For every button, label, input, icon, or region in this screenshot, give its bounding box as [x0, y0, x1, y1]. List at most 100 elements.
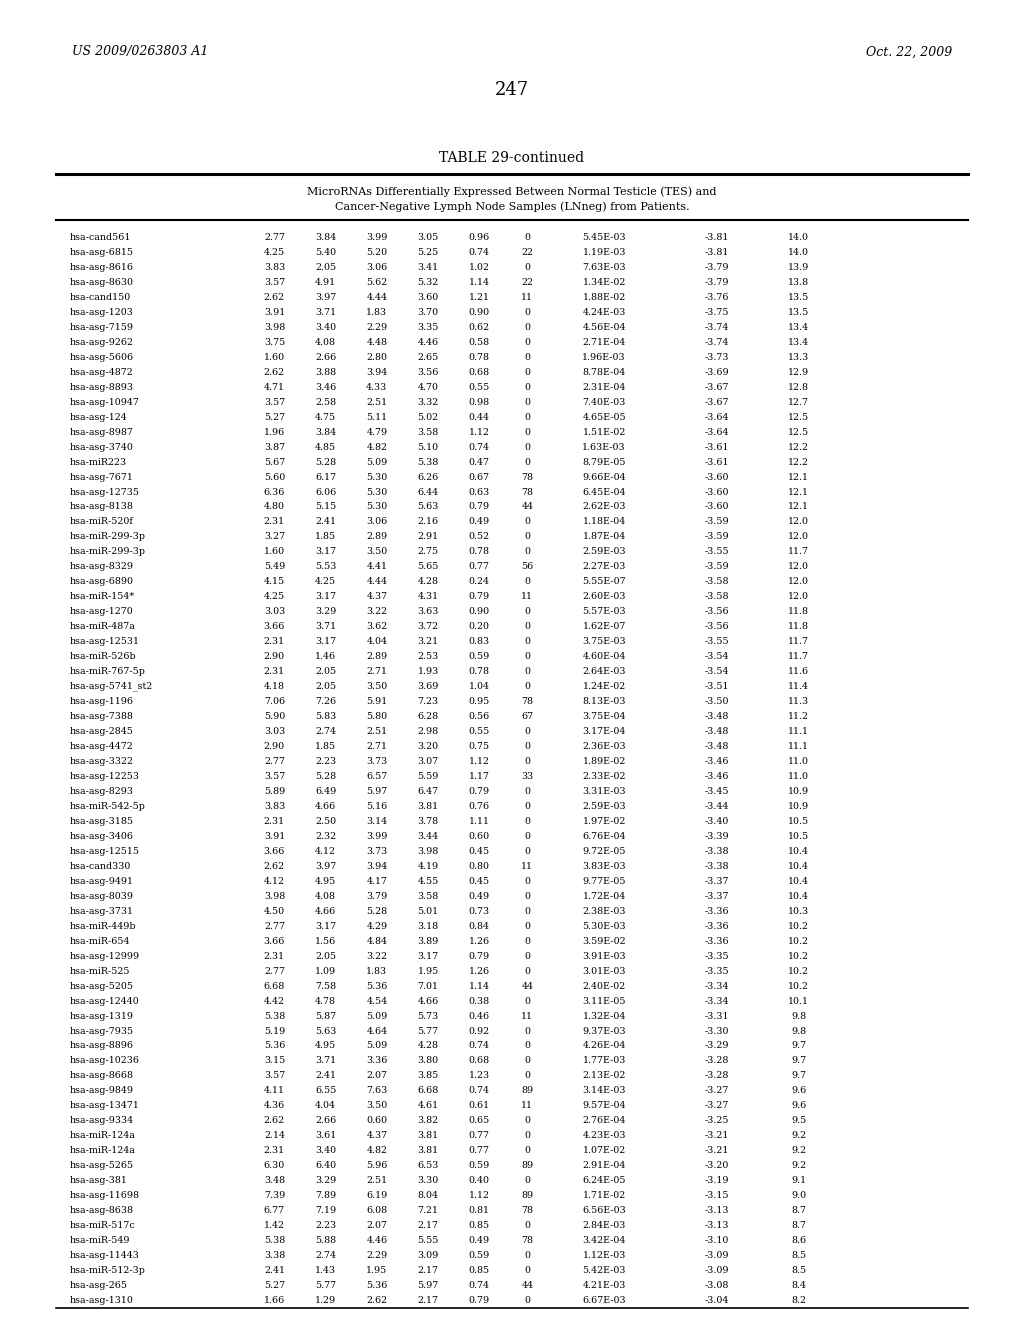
Text: 0.79: 0.79: [469, 503, 489, 511]
Text: 3.98: 3.98: [264, 892, 285, 900]
Text: 8.13E-03: 8.13E-03: [583, 697, 626, 706]
Text: 0: 0: [524, 397, 530, 407]
Text: -3.48: -3.48: [705, 727, 729, 737]
Text: 4.44: 4.44: [367, 577, 387, 586]
Text: hsa-asg-1196: hsa-asg-1196: [70, 697, 133, 706]
Text: 5.63: 5.63: [315, 1027, 336, 1035]
Text: 4.46: 4.46: [367, 1236, 387, 1245]
Text: 2.58: 2.58: [315, 397, 336, 407]
Text: 0: 0: [524, 532, 530, 541]
Text: 1.88E-02: 1.88E-02: [583, 293, 626, 302]
Text: 0.68: 0.68: [469, 368, 489, 376]
Text: 2.71E-04: 2.71E-04: [583, 338, 626, 347]
Text: 4.11: 4.11: [264, 1086, 285, 1096]
Text: 13.3: 13.3: [788, 352, 809, 362]
Text: 3.22: 3.22: [367, 607, 387, 616]
Text: hsa-asg-11698: hsa-asg-11698: [70, 1191, 139, 1200]
Text: 0.84: 0.84: [469, 921, 489, 931]
Text: hsa-asg-6890: hsa-asg-6890: [70, 577, 133, 586]
Text: 3.70: 3.70: [418, 308, 438, 317]
Text: 5.77: 5.77: [418, 1027, 438, 1035]
Text: hsa-asg-9334: hsa-asg-9334: [70, 1117, 134, 1126]
Text: 1.89E-02: 1.89E-02: [583, 756, 626, 766]
Text: 4.29: 4.29: [367, 921, 387, 931]
Text: 0: 0: [524, 1131, 530, 1140]
Text: 2.60E-03: 2.60E-03: [583, 593, 626, 602]
Text: 2.40E-02: 2.40E-02: [583, 982, 626, 990]
Text: 2.71: 2.71: [367, 667, 387, 676]
Text: 0: 0: [524, 548, 530, 557]
Text: 0: 0: [524, 966, 530, 975]
Text: 0.73: 0.73: [469, 907, 489, 916]
Text: 3.91: 3.91: [264, 832, 285, 841]
Text: 1.34E-02: 1.34E-02: [583, 279, 626, 286]
Text: MicroRNAs Differentially Expressed Between Normal Testicle (TES) and: MicroRNAs Differentially Expressed Betwe…: [307, 186, 717, 197]
Text: 4.18: 4.18: [264, 682, 285, 692]
Text: 0.80: 0.80: [469, 862, 489, 871]
Text: 4.82: 4.82: [367, 1146, 387, 1155]
Text: 0.81: 0.81: [469, 1206, 489, 1216]
Text: 6.06: 6.06: [315, 487, 336, 496]
Text: 5.60: 5.60: [264, 473, 285, 482]
Text: 3.30: 3.30: [418, 1176, 438, 1185]
Text: 0.79: 0.79: [469, 787, 489, 796]
Text: -3.75: -3.75: [705, 308, 729, 317]
Text: hsa-miR-124a: hsa-miR-124a: [70, 1146, 135, 1155]
Text: 0.45: 0.45: [469, 847, 489, 855]
Text: 3.40: 3.40: [315, 323, 336, 331]
Text: 12.0: 12.0: [788, 562, 809, 572]
Text: 11: 11: [521, 1101, 534, 1110]
Text: 5.30E-03: 5.30E-03: [583, 921, 626, 931]
Text: hsa-asg-8293: hsa-asg-8293: [70, 787, 133, 796]
Text: 3.97: 3.97: [315, 862, 336, 871]
Text: -3.58: -3.58: [705, 577, 729, 586]
Text: 8.7: 8.7: [792, 1206, 806, 1216]
Text: 6.76E-04: 6.76E-04: [583, 832, 626, 841]
Text: 0: 0: [524, 1221, 530, 1230]
Text: 0.78: 0.78: [469, 548, 489, 557]
Text: hsa-cand330: hsa-cand330: [70, 862, 131, 871]
Text: -3.74: -3.74: [705, 338, 729, 347]
Text: hsa-asg-8329: hsa-asg-8329: [70, 562, 133, 572]
Text: -3.35: -3.35: [705, 952, 729, 961]
Text: 3.66: 3.66: [264, 847, 285, 855]
Text: 11.0: 11.0: [788, 772, 809, 781]
Text: 0: 0: [524, 352, 530, 362]
Text: 0: 0: [524, 458, 530, 466]
Text: 5.30: 5.30: [367, 503, 387, 511]
Text: 5.28: 5.28: [367, 907, 387, 916]
Text: 2.62: 2.62: [264, 1117, 285, 1126]
Text: hsa-asg-7935: hsa-asg-7935: [70, 1027, 134, 1035]
Text: 2.62: 2.62: [264, 368, 285, 376]
Text: 0.98: 0.98: [469, 397, 489, 407]
Text: 1.23: 1.23: [469, 1072, 489, 1081]
Text: -3.58: -3.58: [705, 593, 729, 602]
Text: 12.5: 12.5: [788, 413, 809, 421]
Text: 0.59: 0.59: [469, 652, 489, 661]
Text: 0.59: 0.59: [469, 1162, 489, 1171]
Text: 1.43: 1.43: [315, 1266, 336, 1275]
Text: 4.25: 4.25: [264, 593, 285, 602]
Text: 4.60E-04: 4.60E-04: [583, 652, 626, 661]
Text: 0.85: 0.85: [469, 1221, 489, 1230]
Text: 2.07: 2.07: [367, 1072, 387, 1081]
Text: 0.74: 0.74: [469, 1086, 489, 1096]
Text: -3.54: -3.54: [705, 652, 729, 661]
Text: 3.03: 3.03: [264, 607, 285, 616]
Text: 2.62: 2.62: [264, 862, 285, 871]
Text: 0.92: 0.92: [469, 1027, 489, 1035]
Text: 4.95: 4.95: [315, 876, 336, 886]
Text: hsa-miR-654: hsa-miR-654: [70, 937, 130, 945]
Text: 0: 0: [524, 1117, 530, 1126]
Text: -3.09: -3.09: [705, 1266, 729, 1275]
Text: 22: 22: [521, 248, 534, 257]
Text: 2.36E-03: 2.36E-03: [583, 742, 626, 751]
Text: 6.49: 6.49: [315, 787, 336, 796]
Text: 2.31: 2.31: [264, 952, 285, 961]
Text: 6.53: 6.53: [418, 1162, 438, 1171]
Text: 10.9: 10.9: [788, 787, 809, 796]
Text: 9.6: 9.6: [792, 1101, 806, 1110]
Text: 0.76: 0.76: [469, 803, 489, 810]
Text: hsa-asg-8893: hsa-asg-8893: [70, 383, 133, 392]
Text: 5.36: 5.36: [367, 982, 387, 990]
